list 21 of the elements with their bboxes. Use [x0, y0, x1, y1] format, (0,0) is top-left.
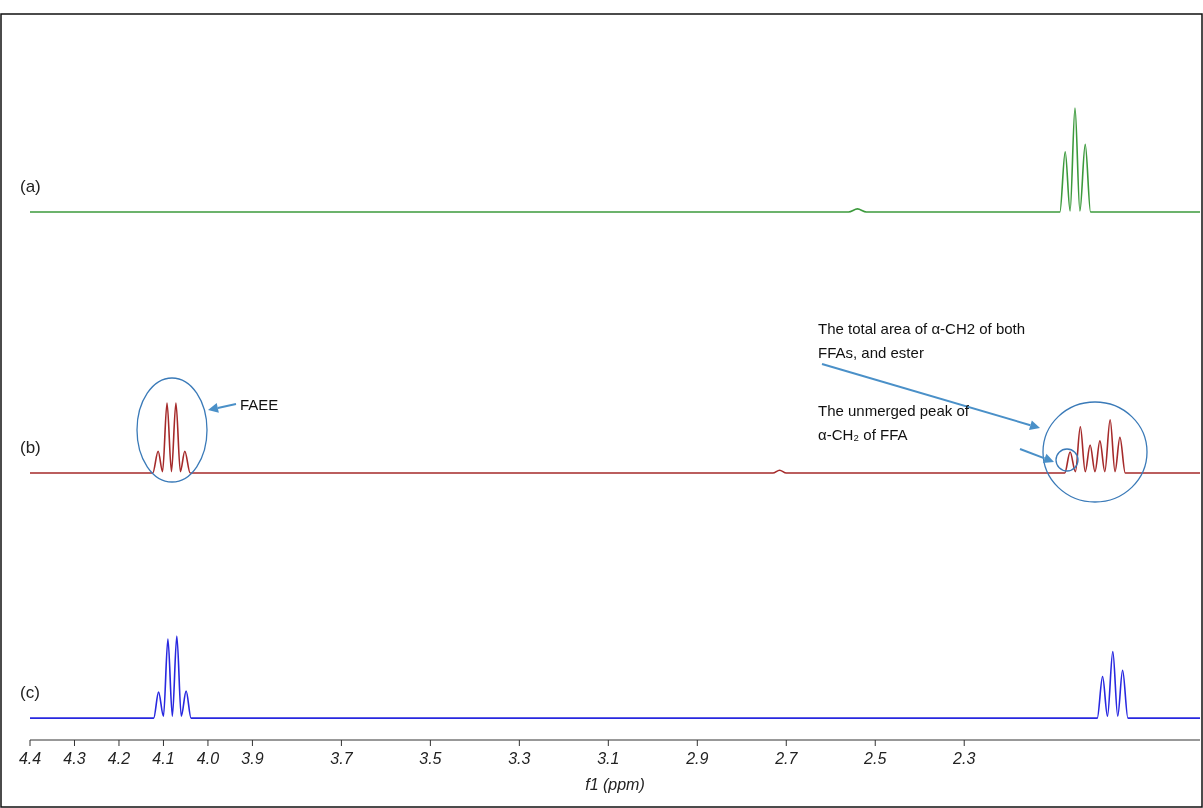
x-tick-label: 3.1 — [597, 750, 620, 767]
x-tick-label: 2.7 — [774, 750, 799, 767]
x-tick-label: 2.9 — [685, 750, 709, 767]
x-tick-label: 4.0 — [196, 750, 220, 767]
x-tick-label: 3.9 — [241, 750, 264, 767]
x-tick-label: 3.3 — [508, 750, 531, 767]
x-tick-label: 2.3 — [952, 750, 976, 767]
x-tick-label: 2.5 — [863, 750, 887, 767]
series-label: (a) — [20, 177, 41, 196]
x-tick-label: 4.4 — [18, 750, 42, 767]
x-tick-label: 4.3 — [63, 750, 86, 767]
x-tick-label: 4.2 — [107, 750, 131, 767]
series-label: (c) — [20, 683, 40, 702]
x-tick-label: 3.7 — [330, 750, 354, 767]
x-tick-label: 4.1 — [152, 750, 175, 767]
series-label: (b) — [20, 438, 41, 457]
annotation: FAEE — [240, 396, 279, 413]
annotation: The unmerged peak of α-CH₂ of FFA — [818, 402, 970, 443]
x-tick-label: 3.5 — [419, 750, 442, 767]
x-axis-title: f1 (ppm) — [585, 776, 645, 793]
text: The total area of α-CH2 of both FFAs, and ester — [818, 320, 1026, 361]
